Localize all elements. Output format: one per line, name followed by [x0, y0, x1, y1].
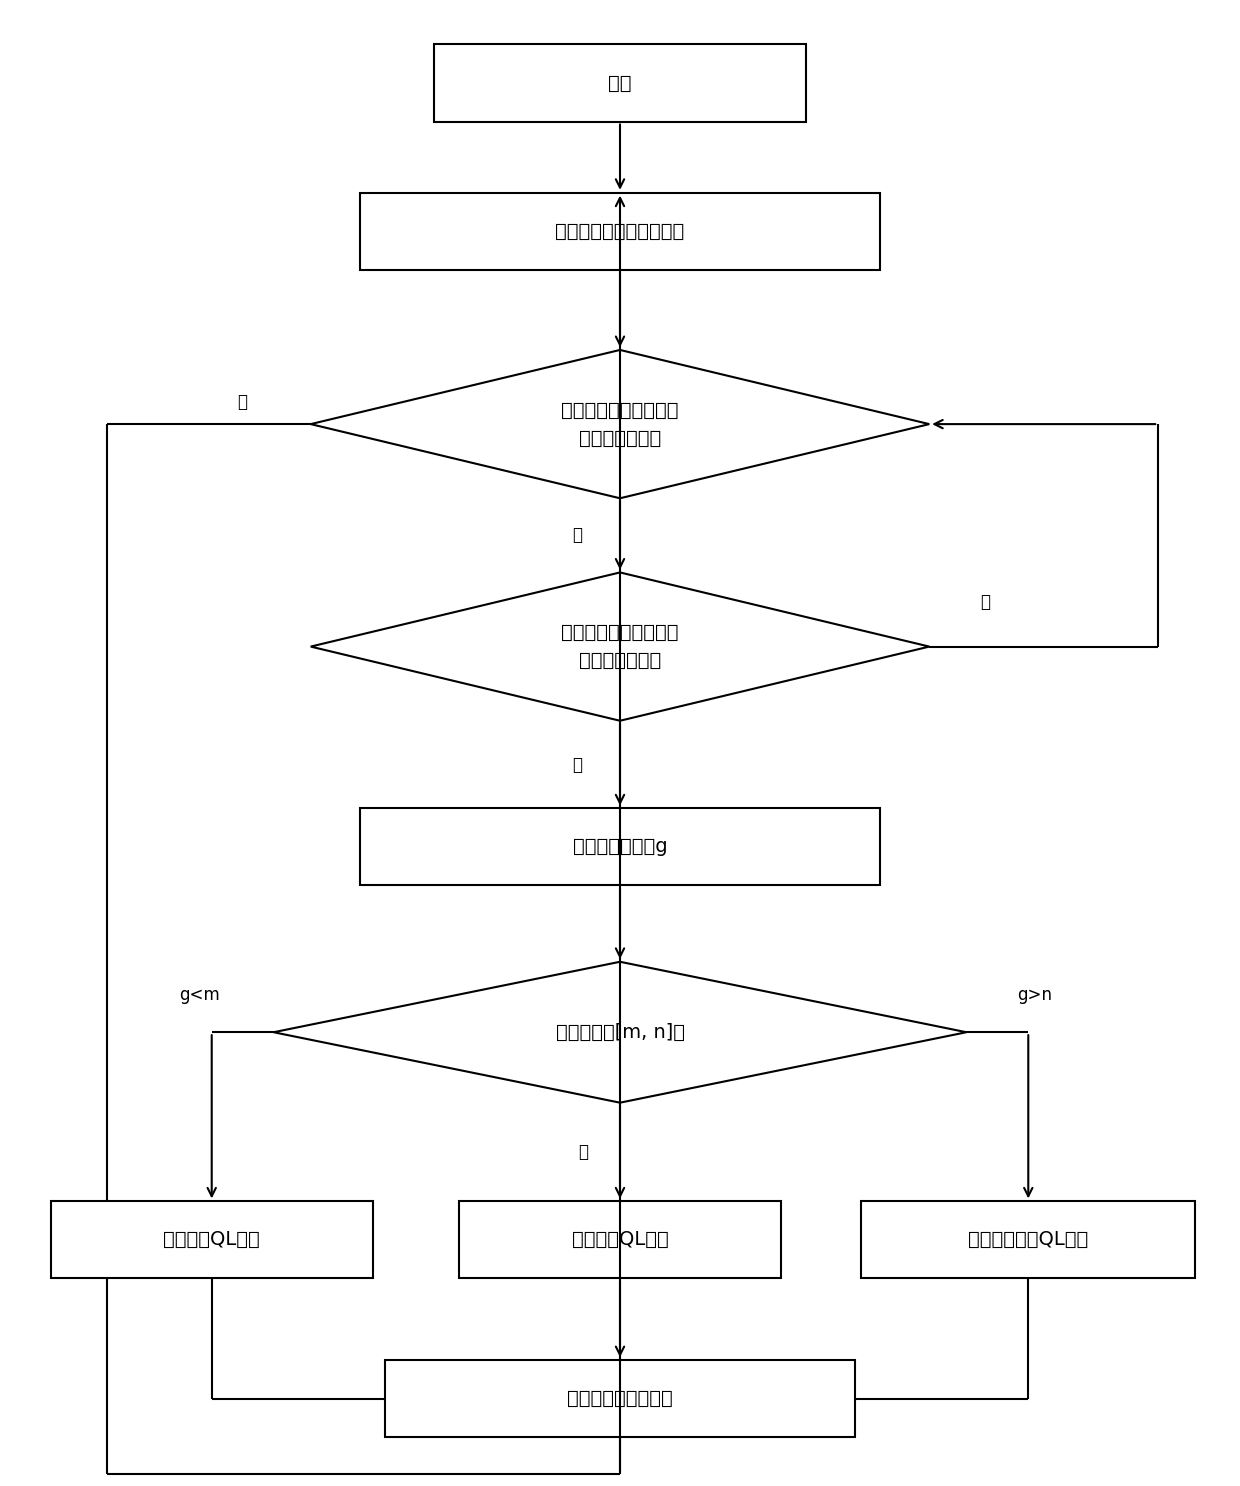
Text: 是: 是 [238, 392, 248, 410]
Polygon shape [274, 961, 966, 1103]
FancyBboxPatch shape [434, 45, 806, 122]
Text: 主机计算开机率g: 主机计算开机率g [573, 837, 667, 856]
FancyBboxPatch shape [459, 1201, 781, 1278]
FancyBboxPatch shape [360, 193, 880, 270]
Text: 获取当前运行的从机流量: 获取当前运行的从机流量 [556, 221, 684, 241]
Text: 从机流量目标QL调小: 从机流量目标QL调小 [968, 1230, 1089, 1250]
FancyBboxPatch shape [384, 1360, 856, 1437]
Text: 流量目标QL调大: 流量目标QL调大 [164, 1230, 260, 1250]
Polygon shape [311, 349, 929, 498]
Text: 是: 是 [980, 593, 990, 611]
Text: 是否有机器最高挡运行
仍低于目标流量: 是否有机器最高挡运行 仍低于目标流量 [562, 623, 678, 670]
Text: 流量目标QL不变: 流量目标QL不变 [572, 1230, 668, 1250]
FancyBboxPatch shape [360, 808, 880, 886]
Text: 否: 否 [572, 526, 582, 544]
Polygon shape [311, 572, 929, 721]
Text: 目标流量广播给从机: 目标流量广播给从机 [567, 1389, 673, 1409]
Text: 是否有机器最低挡运行
仍高于目标流量: 是否有机器最低挡运行 仍高于目标流量 [562, 401, 678, 447]
FancyBboxPatch shape [51, 1201, 372, 1278]
Text: 是: 是 [578, 1143, 588, 1161]
Text: 否: 否 [572, 755, 582, 774]
Text: g<m: g<m [179, 987, 219, 1005]
Text: 开机: 开机 [609, 73, 631, 92]
Text: 判断是否在[m, n]内: 判断是否在[m, n]内 [556, 1022, 684, 1042]
FancyBboxPatch shape [862, 1201, 1195, 1278]
Text: g>n: g>n [1017, 987, 1052, 1005]
